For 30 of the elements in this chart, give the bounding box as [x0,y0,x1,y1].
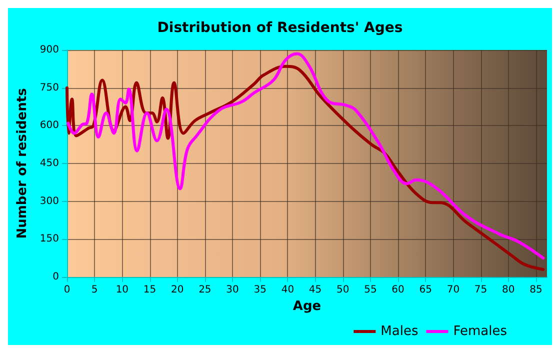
y-tick-label: 300 [40,196,59,207]
x-tick-label: 70 [446,284,460,296]
x-tick-label: 15 [143,284,156,296]
x-tick-label: 0 [64,284,70,296]
x-tick-label: 10 [116,284,129,296]
y-tick-label: 150 [40,234,59,245]
legend-label: Males [380,324,418,339]
y-tick-label: 600 [40,120,59,132]
y-tick-label: 0 [52,272,59,282]
x-tick-label: 65 [419,284,432,296]
x-tick-label: 60 [392,284,404,296]
x-tick-label: 45 [308,284,322,296]
x-tick-label: 75 [474,284,488,296]
x-tick-label: 30 [226,284,239,296]
x-tick-label: 20 [170,284,184,296]
x-tick-label: 80 [502,284,515,296]
y-tick-label: 900 [40,44,59,56]
y-tick-label: 450 [40,158,59,169]
y-axis-title: Number of residents [15,88,30,239]
x-tick-label: 85 [530,284,542,296]
x-tick-label: 50 [336,284,350,296]
x-tick-label: 5 [91,284,98,296]
x-tick-label: 35 [254,284,266,296]
x-tick-label: 55 [364,284,377,296]
y-tick-label: 750 [40,82,59,94]
legend-label: Females [453,324,508,339]
x-tick-label: 40 [281,284,294,296]
x-tick-label: 25 [198,284,212,296]
x-axis-title: Age [292,298,322,314]
chart-title: Distribution of Residents' Ages [157,20,403,36]
